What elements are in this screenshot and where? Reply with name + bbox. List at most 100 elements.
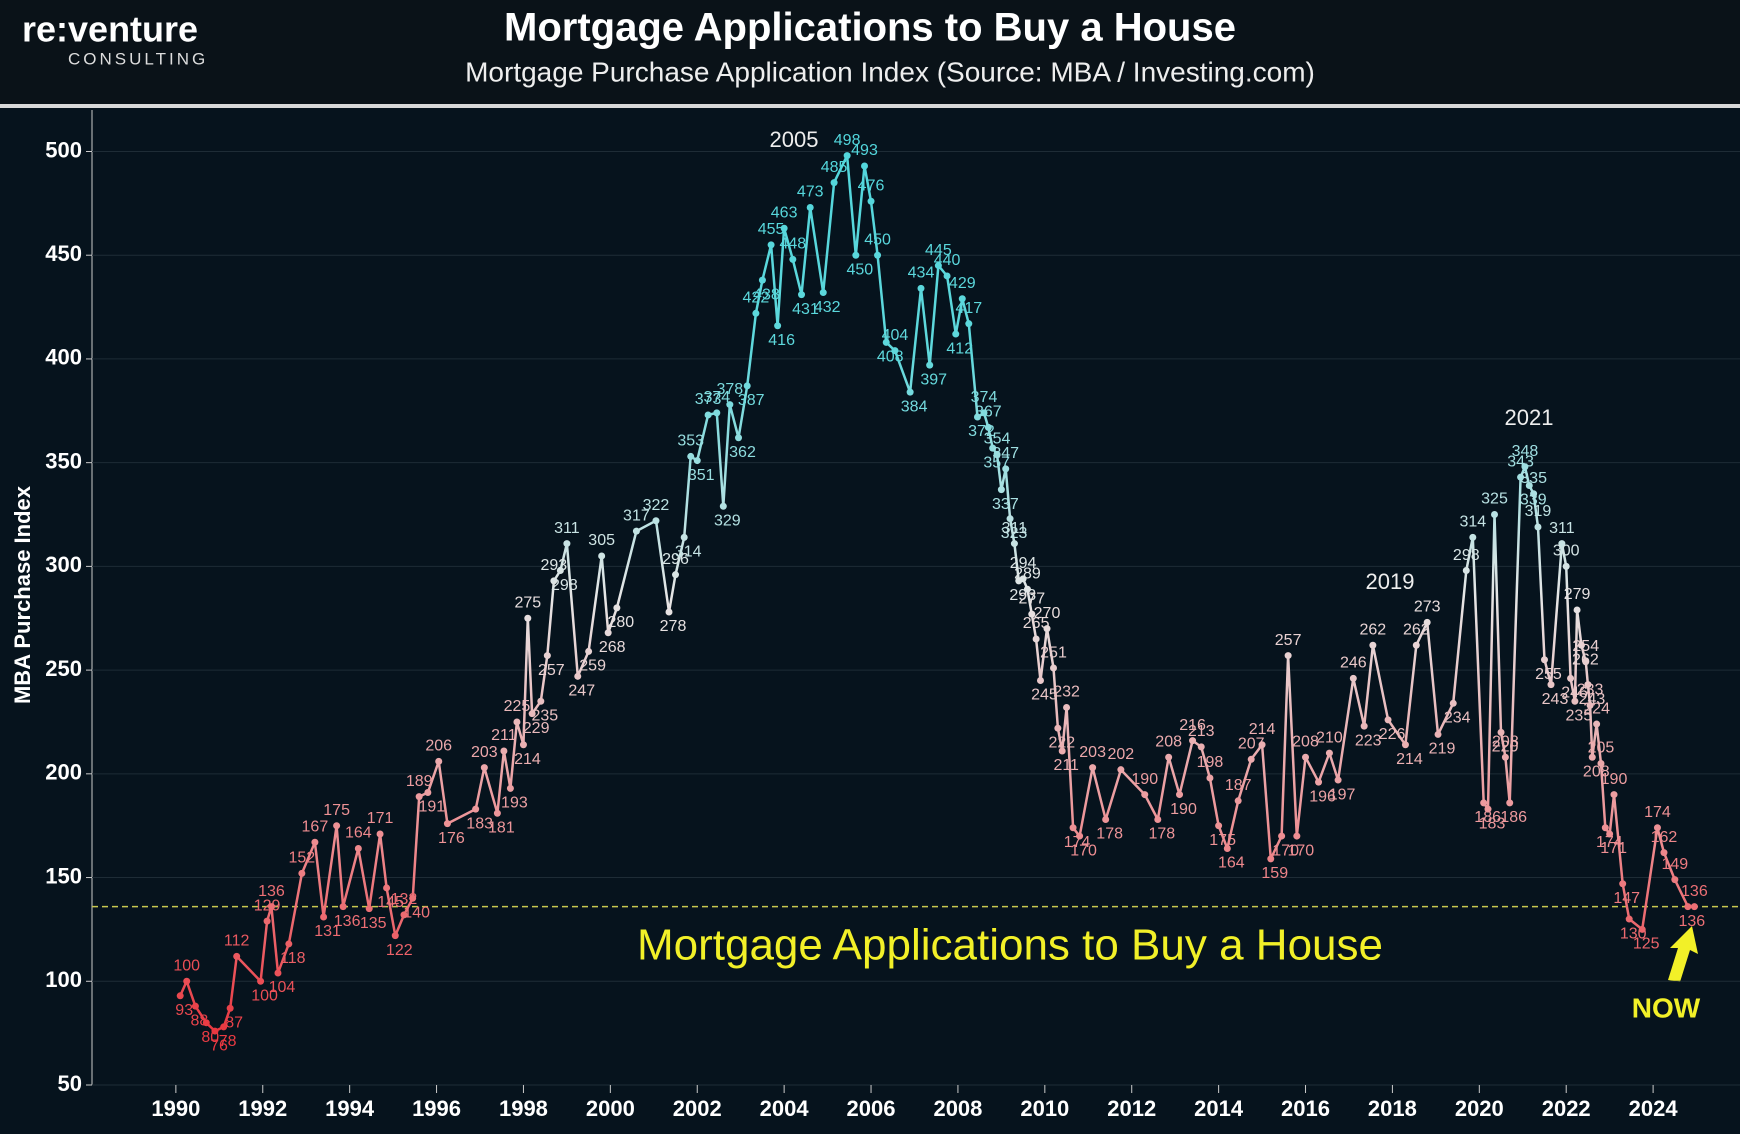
point bbox=[704, 411, 712, 419]
data-label: 175 bbox=[1209, 832, 1236, 849]
data-label: 432 bbox=[814, 299, 841, 316]
point bbox=[574, 672, 582, 680]
point bbox=[1189, 737, 1197, 745]
point bbox=[220, 1023, 228, 1031]
point bbox=[891, 347, 899, 355]
point bbox=[693, 457, 701, 465]
data-label: 129 bbox=[254, 897, 281, 914]
point bbox=[415, 793, 423, 801]
data-label: 186 bbox=[1500, 809, 1527, 826]
data-label: 176 bbox=[438, 830, 465, 847]
point bbox=[365, 905, 373, 913]
data-label: 348 bbox=[1512, 443, 1539, 460]
data-label: 136 bbox=[258, 883, 285, 900]
point bbox=[1625, 915, 1633, 923]
data-label: 354 bbox=[984, 431, 1011, 448]
point bbox=[537, 697, 545, 705]
data-label: 374 bbox=[971, 389, 998, 406]
data-label: 493 bbox=[851, 142, 878, 159]
data-label: 147 bbox=[1613, 890, 1640, 907]
data-label: 455 bbox=[758, 221, 785, 238]
point bbox=[176, 992, 184, 1000]
y-tick-label: 250 bbox=[45, 656, 82, 681]
point bbox=[563, 540, 571, 548]
point bbox=[550, 577, 558, 585]
point bbox=[1601, 824, 1609, 832]
point bbox=[943, 272, 951, 280]
point bbox=[598, 552, 606, 560]
data-label: 233 bbox=[1577, 682, 1604, 699]
point bbox=[1141, 791, 1149, 799]
point bbox=[1597, 759, 1605, 767]
data-label: 434 bbox=[908, 265, 935, 282]
point bbox=[1234, 797, 1242, 805]
point bbox=[1558, 540, 1566, 548]
data-label: 170 bbox=[1287, 842, 1314, 859]
data-label: 298 bbox=[551, 577, 578, 594]
point bbox=[333, 822, 341, 830]
point bbox=[1497, 728, 1505, 736]
data-label: 347 bbox=[992, 445, 1019, 462]
data-label: 190 bbox=[1601, 771, 1628, 788]
data-label: 203 bbox=[471, 744, 498, 761]
data-label: 100 bbox=[251, 987, 278, 1004]
data-label: 224 bbox=[1583, 700, 1610, 717]
data-label: 193 bbox=[501, 795, 528, 812]
data-label: 206 bbox=[425, 738, 452, 755]
point bbox=[1278, 832, 1286, 840]
data-label: 178 bbox=[1148, 826, 1175, 843]
data-label: 384 bbox=[901, 398, 928, 415]
point bbox=[1058, 747, 1066, 755]
y-tick-label: 50 bbox=[58, 1071, 82, 1096]
point bbox=[391, 932, 399, 940]
x-tick-label: 2024 bbox=[1629, 1096, 1679, 1121]
point bbox=[480, 764, 488, 772]
data-label: 378 bbox=[716, 381, 743, 398]
data-label: 305 bbox=[588, 532, 615, 549]
point bbox=[613, 604, 621, 612]
data-label: 362 bbox=[729, 444, 756, 461]
data-label: 210 bbox=[1316, 729, 1343, 746]
data-label: 122 bbox=[386, 942, 413, 959]
point bbox=[1063, 703, 1071, 711]
x-tick-label: 2004 bbox=[760, 1096, 810, 1121]
point bbox=[874, 251, 882, 259]
data-label: 159 bbox=[1261, 865, 1288, 882]
point bbox=[513, 718, 521, 726]
point bbox=[1423, 618, 1431, 626]
annotation: 2019 bbox=[1366, 569, 1415, 594]
data-label: 226 bbox=[1379, 726, 1406, 743]
data-label: 87 bbox=[225, 1014, 243, 1031]
point bbox=[202, 1019, 210, 1027]
point bbox=[798, 291, 806, 299]
point bbox=[952, 330, 960, 338]
point bbox=[917, 284, 925, 292]
x-tick-label: 1996 bbox=[412, 1096, 461, 1121]
data-label: 214 bbox=[514, 751, 541, 768]
point bbox=[632, 527, 640, 535]
point bbox=[1501, 753, 1509, 761]
data-label: 397 bbox=[920, 371, 947, 388]
x-tick-label: 2020 bbox=[1455, 1096, 1504, 1121]
data-label: 337 bbox=[992, 496, 1019, 513]
point bbox=[1462, 567, 1470, 575]
data-label: 367 bbox=[975, 404, 1002, 421]
logo-tagline: CONSULTING bbox=[68, 49, 208, 68]
data-label: 270 bbox=[1034, 605, 1061, 622]
point bbox=[1019, 575, 1027, 583]
data-label: 255 bbox=[1535, 666, 1562, 683]
point bbox=[1562, 562, 1570, 570]
data-label: 319 bbox=[1525, 503, 1552, 520]
point bbox=[226, 1004, 234, 1012]
point bbox=[519, 741, 527, 749]
point bbox=[443, 820, 451, 828]
data-label: 112 bbox=[224, 933, 250, 950]
point bbox=[409, 894, 417, 902]
point bbox=[1154, 815, 1162, 823]
point bbox=[652, 517, 660, 525]
point bbox=[1434, 730, 1442, 738]
data-label: 198 bbox=[1197, 754, 1224, 771]
data-label: 300 bbox=[1553, 543, 1580, 560]
point bbox=[752, 309, 760, 317]
